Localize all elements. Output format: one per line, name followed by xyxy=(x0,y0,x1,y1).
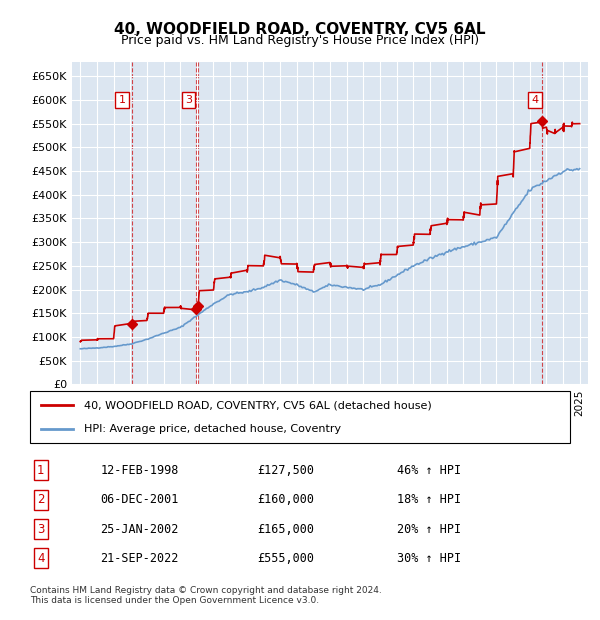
Text: 2: 2 xyxy=(37,494,44,506)
Text: 1: 1 xyxy=(37,464,44,477)
Text: HPI: Average price, detached house, Coventry: HPI: Average price, detached house, Cove… xyxy=(84,423,341,433)
Text: 25-JAN-2002: 25-JAN-2002 xyxy=(100,523,179,536)
Text: £127,500: £127,500 xyxy=(257,464,314,477)
Text: 40, WOODFIELD ROAD, COVENTRY, CV5 6AL (detached house): 40, WOODFIELD ROAD, COVENTRY, CV5 6AL (d… xyxy=(84,401,432,410)
Text: 3: 3 xyxy=(37,523,44,536)
Text: 3: 3 xyxy=(185,95,192,105)
Text: Price paid vs. HM Land Registry's House Price Index (HPI): Price paid vs. HM Land Registry's House … xyxy=(121,34,479,47)
Text: This data is licensed under the Open Government Licence v3.0.: This data is licensed under the Open Gov… xyxy=(30,596,319,606)
Text: 46% ↑ HPI: 46% ↑ HPI xyxy=(397,464,461,477)
Text: £160,000: £160,000 xyxy=(257,494,314,506)
Text: Contains HM Land Registry data © Crown copyright and database right 2024.: Contains HM Land Registry data © Crown c… xyxy=(30,586,382,595)
Text: 12-FEB-1998: 12-FEB-1998 xyxy=(100,464,179,477)
Text: 18% ↑ HPI: 18% ↑ HPI xyxy=(397,494,461,506)
FancyBboxPatch shape xyxy=(30,391,570,443)
Text: 20% ↑ HPI: 20% ↑ HPI xyxy=(397,523,461,536)
Text: 40, WOODFIELD ROAD, COVENTRY, CV5 6AL: 40, WOODFIELD ROAD, COVENTRY, CV5 6AL xyxy=(114,22,486,37)
Text: £555,000: £555,000 xyxy=(257,552,314,565)
Text: 4: 4 xyxy=(37,552,44,565)
Text: £165,000: £165,000 xyxy=(257,523,314,536)
Text: 30% ↑ HPI: 30% ↑ HPI xyxy=(397,552,461,565)
Text: 4: 4 xyxy=(531,95,538,105)
Text: 1: 1 xyxy=(118,95,125,105)
Text: 06-DEC-2001: 06-DEC-2001 xyxy=(100,494,179,506)
Text: 21-SEP-2022: 21-SEP-2022 xyxy=(100,552,179,565)
